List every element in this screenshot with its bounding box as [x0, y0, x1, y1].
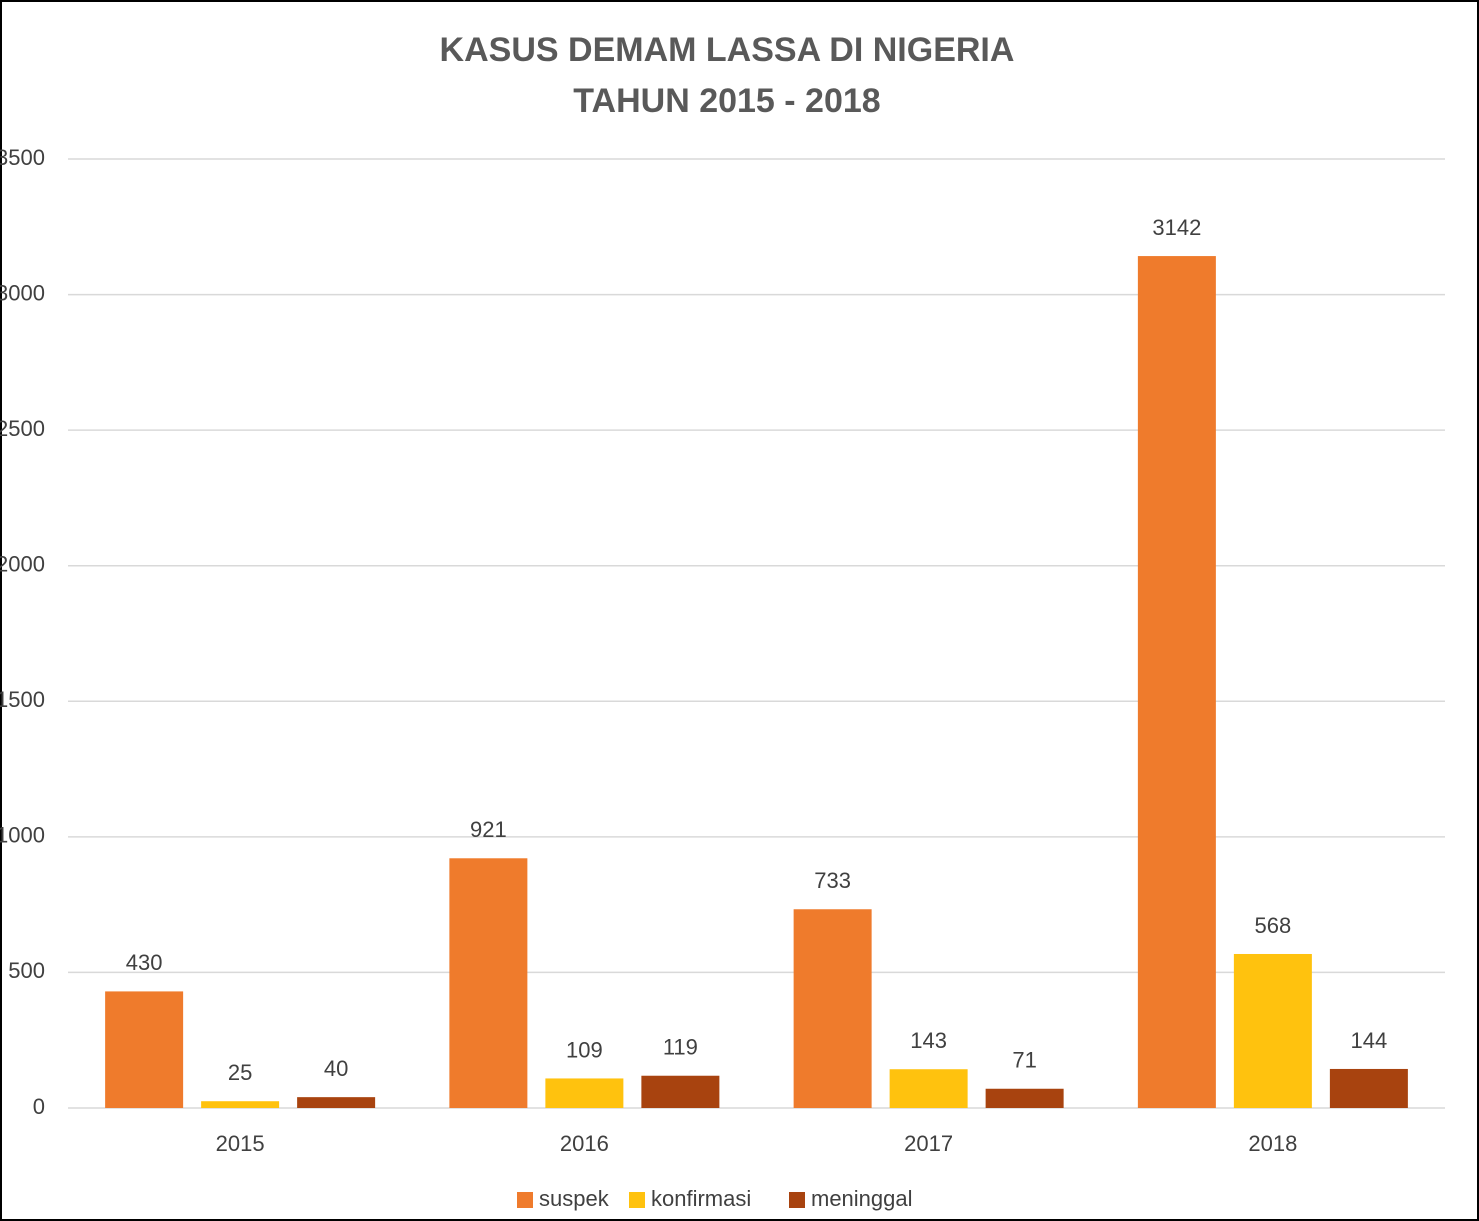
- data-label: 144: [1351, 1028, 1388, 1053]
- data-label: 3142: [1152, 215, 1201, 240]
- y-tick-label: 1000: [0, 823, 45, 848]
- chart-subtitle: TAHUN 2015 - 2018: [573, 82, 880, 120]
- bar: [449, 858, 528, 1108]
- data-label: 921: [470, 817, 507, 842]
- bar: [889, 1069, 968, 1108]
- data-label: 40: [324, 1056, 348, 1081]
- y-tick-label: 500: [8, 958, 45, 983]
- bar: [641, 1075, 720, 1108]
- bar: [985, 1088, 1064, 1108]
- y-tick-label: 0: [33, 1094, 45, 1119]
- data-label: 733: [814, 868, 851, 893]
- y-tick-label: 1500: [0, 687, 45, 712]
- bar: [545, 1078, 624, 1108]
- y-tick-label: 2500: [0, 416, 45, 441]
- chart-title: KASUS DEMAM LASSA DI NIGERIA: [440, 31, 1015, 69]
- data-label: 430: [126, 950, 163, 975]
- legend-label: meninggal: [811, 1186, 913, 1211]
- y-tick-label: 3000: [0, 280, 45, 305]
- bar: [297, 1097, 376, 1108]
- data-label: 25: [228, 1060, 252, 1085]
- data-label: 568: [1255, 913, 1292, 938]
- legend-label: konfirmasi: [651, 1186, 751, 1211]
- bar: [1137, 256, 1216, 1108]
- x-tick-label: 2015: [216, 1131, 265, 1156]
- x-tick-label: 2017: [904, 1131, 953, 1156]
- x-tick-label: 2018: [1248, 1131, 1297, 1156]
- data-label: 109: [566, 1037, 603, 1062]
- bar: [1329, 1068, 1408, 1108]
- data-label: 71: [1012, 1048, 1036, 1073]
- bar: [105, 991, 184, 1108]
- bar: [1233, 953, 1312, 1108]
- data-label: 143: [910, 1028, 947, 1053]
- bar: [201, 1101, 280, 1108]
- bar: [793, 909, 872, 1108]
- x-tick-label: 2016: [560, 1131, 609, 1156]
- legend-swatch: [517, 1192, 533, 1208]
- legend-swatch: [789, 1192, 805, 1208]
- legend-label: suspek: [539, 1186, 610, 1211]
- legend-swatch: [629, 1192, 645, 1208]
- y-tick-label: 2000: [0, 552, 45, 577]
- data-label: 119: [663, 1035, 698, 1060]
- y-tick-label: 3500: [0, 145, 45, 170]
